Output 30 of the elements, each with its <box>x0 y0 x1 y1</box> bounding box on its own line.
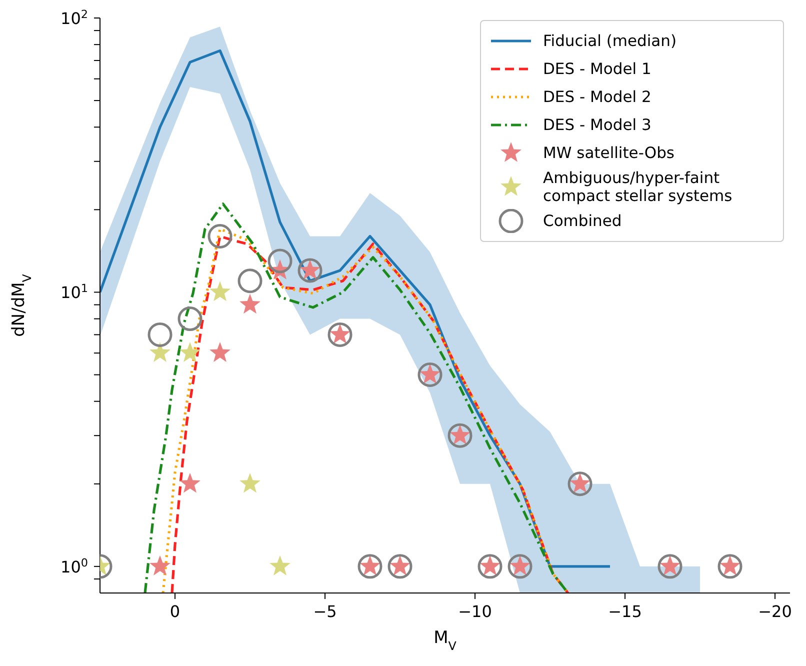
y-tick-label: 10$^{0}$ <box>60 556 88 576</box>
point <box>240 294 260 314</box>
point <box>270 555 290 576</box>
legend-label: DES - Model 3 <box>543 116 652 134</box>
x-axis-title: M$_{V}$ <box>434 628 458 653</box>
point <box>210 281 230 302</box>
x-tick-label: −15 <box>608 602 642 621</box>
legend-label: DES - Model 2 <box>543 88 652 106</box>
point <box>180 342 200 362</box>
x-tick-label: −10 <box>458 602 492 621</box>
legend-label: DES - Model 1 <box>543 60 652 78</box>
x-tick-label: 0 <box>170 602 180 621</box>
y-tick-label: 10$^{1}$ <box>60 282 88 302</box>
legend-label: Ambiguous/hyper-faint compact stellar systems <box>543 169 732 205</box>
point <box>238 268 262 294</box>
x-tick-label: −20 <box>758 602 792 621</box>
point <box>150 555 170 576</box>
point <box>180 472 200 493</box>
y-tick-label: 10$^{2}$ <box>60 8 88 28</box>
point <box>150 342 170 362</box>
point <box>268 248 292 274</box>
point <box>208 224 232 248</box>
legend-label: Fiducial (median) <box>543 32 677 50</box>
legend-label: MW satellite-Obs <box>543 144 674 162</box>
point <box>148 322 172 347</box>
point <box>240 472 260 493</box>
point <box>178 306 202 332</box>
point <box>210 342 230 362</box>
legend-label: Combined <box>543 212 622 230</box>
x-tick-label: −5 <box>313 602 337 621</box>
